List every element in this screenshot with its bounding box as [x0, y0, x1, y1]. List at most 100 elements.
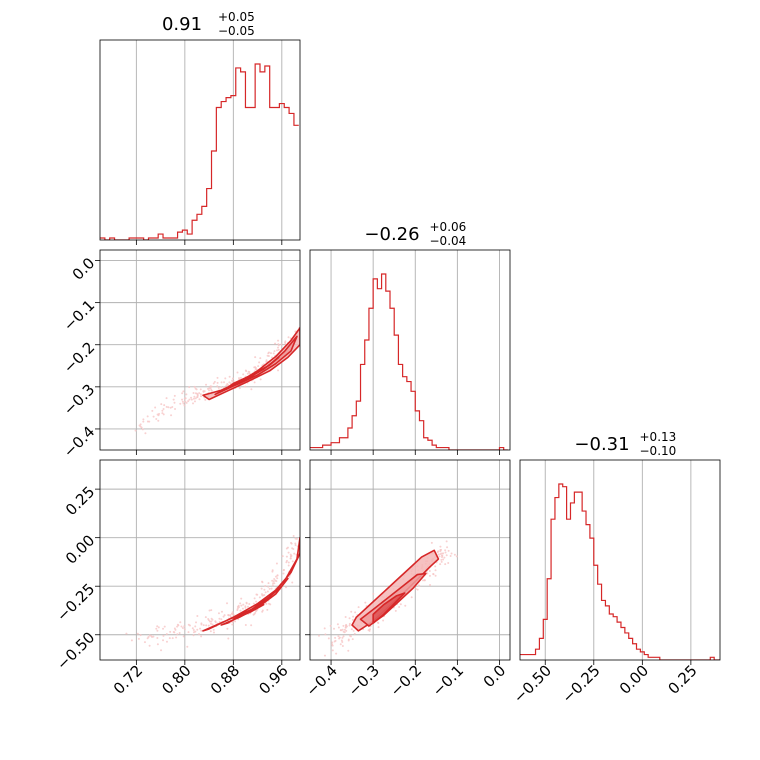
scatter-point — [209, 385, 212, 388]
scatter-point — [198, 392, 201, 395]
scatter-point — [212, 631, 215, 634]
scatter-point — [347, 638, 350, 641]
scatter-point — [217, 612, 220, 615]
scatter-point — [273, 577, 276, 580]
scatter-point — [287, 551, 290, 554]
scatter-point — [350, 610, 353, 613]
scatter-point — [196, 614, 199, 617]
scatter-point — [274, 342, 277, 345]
scatter-point — [196, 395, 199, 398]
scatter-point — [291, 560, 294, 563]
panel-title: −0.31 — [574, 434, 629, 455]
scatter-point — [227, 637, 230, 640]
scatter-point — [348, 622, 351, 625]
scatter-point — [273, 350, 276, 353]
scatter-point — [274, 575, 277, 578]
scatter-point — [372, 592, 375, 595]
scatter-point — [211, 618, 214, 621]
y-tick-label: 0.0 — [69, 254, 99, 284]
scatter-point — [244, 605, 247, 608]
scatter-point — [246, 605, 249, 608]
scatter-point — [220, 610, 223, 613]
scatter-point — [265, 602, 268, 605]
x-tick-label: −0.2 — [387, 662, 425, 700]
scatter-point — [199, 388, 202, 391]
scatter-point — [377, 626, 380, 629]
scatter-point — [207, 624, 210, 627]
scatter-point — [220, 381, 223, 384]
scatter-point — [216, 376, 219, 379]
scatter-point — [250, 388, 253, 391]
panel-title-plus: +0.06 — [430, 220, 467, 234]
scatter-point — [276, 574, 279, 577]
scatter-point — [180, 625, 183, 628]
scatter-point — [277, 348, 280, 351]
scatter-point — [194, 630, 197, 633]
scatter-point — [382, 619, 385, 622]
scatter-point — [303, 541, 305, 543]
scatter-point — [217, 386, 220, 389]
scatter-point — [223, 614, 226, 617]
scatter-point — [291, 581, 294, 584]
scatter-point — [175, 636, 178, 639]
scatter-point — [192, 629, 195, 632]
scatter-point — [441, 556, 444, 559]
scatter-point — [172, 398, 175, 401]
scatter-point — [266, 608, 269, 611]
scatter-point — [196, 394, 199, 397]
scatter-point — [200, 623, 203, 626]
scatter-point — [222, 615, 225, 618]
scatter-point — [341, 644, 344, 647]
scatter-point — [277, 346, 280, 349]
scatter-point — [238, 387, 241, 390]
scatter-point — [253, 597, 256, 600]
scatter-point — [302, 330, 304, 332]
scatter-point — [414, 587, 417, 590]
scatter-point — [272, 582, 275, 585]
scatter-point — [241, 607, 244, 610]
scatter-point — [445, 554, 448, 557]
pair-frame — [309, 459, 511, 661]
pair-panel-2 — [309, 459, 511, 661]
scatter-point — [182, 635, 185, 638]
scatter-point — [398, 605, 401, 608]
scatter-point — [331, 643, 334, 646]
scatter-point — [192, 402, 195, 405]
scatter-point — [134, 429, 137, 432]
scatter-point — [165, 405, 168, 408]
histogram-panel-0: 0.91 +0.05−0.05 — [99, 10, 301, 241]
scatter-point — [341, 641, 344, 644]
scatter-point — [205, 383, 208, 386]
scatter-point — [295, 537, 298, 540]
scatter-point — [162, 413, 165, 416]
scatter-point — [270, 587, 273, 590]
scatter-point — [190, 396, 193, 399]
scatter-point — [253, 381, 256, 384]
scatter-point — [351, 638, 354, 641]
scatter-point — [209, 630, 212, 633]
scatter-point — [331, 649, 334, 652]
scatter-point — [178, 632, 181, 635]
scatter-point — [187, 631, 190, 634]
x-axis-col-0: 0.72 0.80 0.88 0.96 — [110, 660, 292, 698]
scatter-point — [253, 366, 256, 369]
scatter-point — [294, 330, 297, 333]
scatter-point — [349, 635, 352, 638]
scatter-point — [293, 552, 296, 555]
scatter-point — [255, 600, 258, 603]
scatter-point — [345, 629, 348, 632]
scatter-point — [261, 609, 264, 612]
scatter-point — [229, 382, 232, 385]
scatter-point — [185, 393, 188, 396]
scatter-point — [255, 593, 258, 596]
scatter-point — [223, 381, 226, 384]
scatter-point — [265, 359, 268, 362]
scatter-point — [193, 385, 196, 388]
scatter-point — [146, 420, 149, 423]
panel-title-minus: −0.10 — [640, 444, 677, 458]
scatter-point — [232, 380, 235, 383]
scatter-point — [252, 602, 255, 605]
scatter-point — [136, 632, 139, 635]
scatter-point — [300, 532, 302, 534]
